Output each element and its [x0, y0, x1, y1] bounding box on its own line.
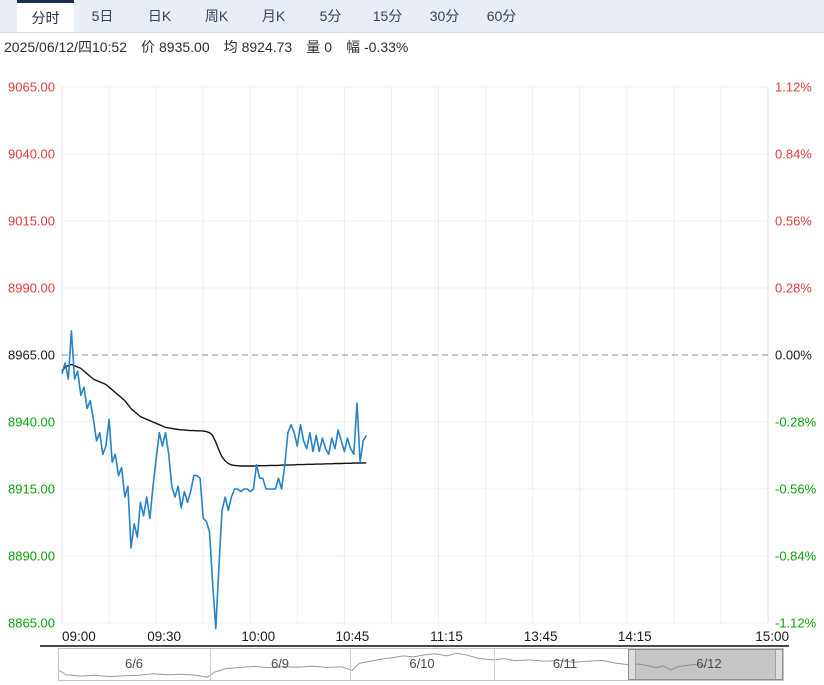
- navigator-date-label[interactable]: 6/11: [552, 656, 578, 671]
- change-value: -0.33%: [364, 39, 409, 55]
- navigator-sparkline: [59, 652, 708, 678]
- x-axis-time-label: 14:15: [618, 629, 652, 644]
- chart-plot-area[interactable]: 9065.00 1.12% 9040.00 0.84% 9015.00 0.56% 8990…: [0, 61, 824, 655]
- y-axis-pct-label: 0.00%: [775, 348, 812, 363]
- navigator-right-handle[interactable]: [775, 650, 782, 679]
- y-axis-price-label: 8990.00: [8, 281, 55, 296]
- y-axis-pct-label: 0.28%: [775, 281, 812, 296]
- avg-value: 8924.73: [241, 39, 293, 55]
- change-label: 幅: [346, 39, 361, 55]
- y-axis-price-label: 9015.00: [8, 214, 55, 229]
- x-axis-time-label: 11:15: [430, 629, 463, 644]
- average-line: [61, 363, 367, 467]
- tab-month-k[interactable]: 月K: [261, 8, 286, 24]
- y-axis-pct-label: 0.84%: [775, 147, 812, 162]
- avg-label: 均: [223, 39, 238, 55]
- volume-value: 0: [324, 39, 333, 55]
- price-label: 价: [141, 39, 155, 55]
- navigator-selected-range[interactable]: [628, 649, 783, 680]
- volume-label: 量: [306, 39, 321, 55]
- y-axis-price-label: 8940.00: [8, 415, 55, 430]
- y-axis-pct-label: -0.28%: [775, 415, 817, 430]
- navigator-section-divider: [210, 649, 211, 680]
- x-axis-time-label: 09:30: [147, 629, 181, 644]
- y-axis-pct-label: 0.56%: [775, 214, 812, 229]
- x-axis-time-label: 10:00: [241, 629, 275, 644]
- y-axis-price-label: 8890.00: [8, 549, 55, 564]
- quote-info-row: 2025/06/12/四10:52 价 8935.00 均 8924.73 量 0 幅 -0.3…: [0, 34, 824, 60]
- y-axis-price-label: 8915.00: [8, 482, 55, 497]
- y-axis-price-label: 8965.00: [8, 348, 55, 363]
- tab-60min[interactable]: 60分: [486, 8, 517, 24]
- navigator-section-divider: [350, 649, 351, 680]
- quote-datetime: 2025/06/12/四10:52: [4, 39, 127, 55]
- tab-30min[interactable]: 30分: [429, 8, 460, 24]
- x-axis-time-label: 09:00: [62, 629, 96, 644]
- navigator-date-label[interactable]: 6/12: [696, 656, 722, 671]
- navigator-date-label[interactable]: 6/10: [409, 656, 435, 671]
- x-axis-baseline: [40, 645, 789, 647]
- period-tabbar: 分时 5日 日K 周K 月K 5分 15分 30分 60分: [0, 0, 824, 33]
- tab-week-k[interactable]: 周K: [204, 8, 229, 24]
- y-axis-pct-label: -1.12%: [775, 616, 817, 631]
- y-axis-price-label: 9065.00: [8, 80, 55, 95]
- y-axis-price-label: 8865.00: [8, 616, 55, 631]
- tab-5min[interactable]: 5分: [319, 8, 342, 24]
- y-axis-pct-label: -0.56%: [775, 482, 817, 497]
- navigator-left-handle[interactable]: [629, 650, 636, 679]
- tab-day-k[interactable]: 日K: [147, 8, 172, 24]
- y-axis-pct-label: 1.12%: [775, 80, 812, 95]
- price-value: 8935.00: [159, 39, 210, 55]
- navigator-section-divider: [494, 649, 495, 680]
- price-line: [61, 330, 368, 630]
- y-axis-pct-label: -0.84%: [775, 549, 817, 564]
- x-axis-time-label: 10:45: [336, 629, 370, 644]
- tab-fenshi[interactable]: 分时: [17, 0, 74, 32]
- date-navigator[interactable]: 6/6 6/9 6/10 6/11 6/12: [58, 648, 784, 681]
- navigator-date-label[interactable]: 6/6: [124, 656, 144, 671]
- x-axis-time-label: 13:45: [524, 629, 558, 644]
- y-axis-price-label: 9040.00: [8, 147, 55, 162]
- tab-15min[interactable]: 15分: [372, 8, 403, 24]
- x-axis-time-label: 15:00: [755, 629, 789, 644]
- tab-5d[interactable]: 5日: [91, 8, 114, 24]
- navigator-date-label[interactable]: 6/9: [270, 656, 290, 671]
